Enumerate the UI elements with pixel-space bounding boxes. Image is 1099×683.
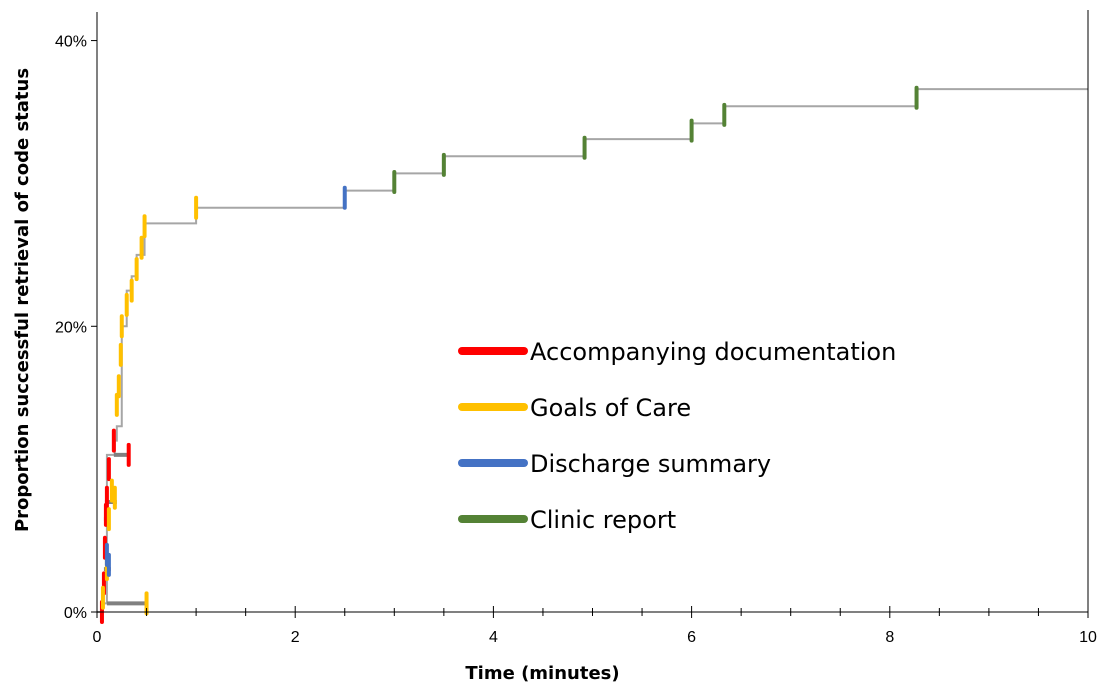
x-tick-label: 4: [489, 629, 498, 646]
x-tick-label: 6: [687, 629, 696, 646]
x-tick-label: 8: [885, 629, 894, 646]
x-tick-label: 10: [1079, 629, 1097, 646]
legend: Accompanying documentation Goals of Care D…: [458, 338, 896, 534]
y-tick-label: 0%: [64, 605, 87, 622]
x-tick-label: 0: [93, 629, 102, 646]
x-tick-label: 2: [291, 629, 300, 646]
axes: 0 2 4 6 8 10 0% 20% 40% Time (minutes) Proportion …: [12, 10, 1097, 683]
legend-label-2: Discharge summary: [530, 450, 771, 478]
plot-area: [97, 85, 1088, 624]
x-axis-title: Time (minutes): [465, 663, 619, 683]
legend-label-3: Clinic report: [530, 506, 676, 534]
legend-label-0: Accompanying documentation: [530, 338, 896, 366]
y-tick-label: 20%: [55, 319, 87, 336]
y-tick-label: 40%: [55, 34, 87, 51]
y-axis-title: Proportion successful retrieval of code …: [12, 68, 33, 532]
legend-label-1: Goals of Care: [530, 394, 691, 422]
